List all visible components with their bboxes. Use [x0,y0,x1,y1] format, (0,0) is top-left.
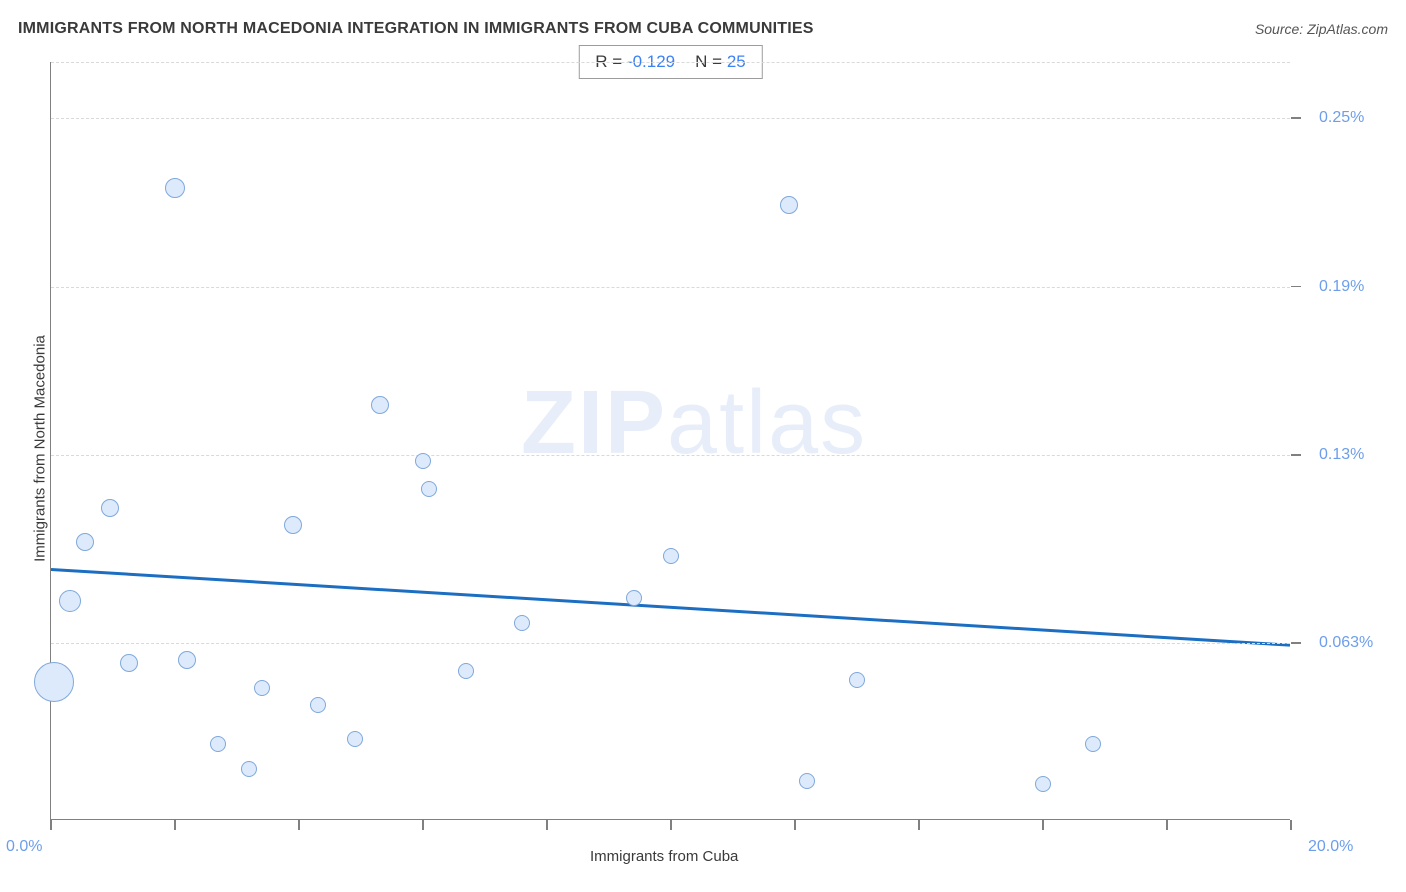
gridline [51,62,1290,63]
scatter-point [1085,736,1101,752]
x-tick [174,820,176,830]
y-tick [1291,642,1301,644]
scatter-point [421,481,437,497]
x-tick-label: 20.0% [1308,838,1353,856]
watermark-bold: ZIP [521,373,667,473]
regression-line-svg [51,62,1290,819]
scatter-point [347,731,363,747]
scatter-point [101,499,119,517]
scatter-point [663,548,679,564]
x-tick [50,820,52,830]
scatter-point [178,651,196,669]
scatter-point [371,396,389,414]
x-tick [1290,820,1292,830]
scatter-point [415,453,431,469]
scatter-point [514,615,530,631]
y-tick-label: 0.19% [1319,278,1364,296]
scatter-point [310,697,326,713]
y-tick [1291,286,1301,288]
watermark: ZIPatlas [521,372,867,475]
scatter-point [254,680,270,696]
chart-title: IMMIGRANTS FROM NORTH MACEDONIA INTEGRAT… [18,20,814,38]
scatter-point [120,654,138,672]
scatter-point [34,662,74,702]
scatter-point [1035,776,1051,792]
source-label: Source: ZipAtlas.com [1255,21,1388,37]
x-tick [670,820,672,830]
y-tick [1291,117,1301,119]
scatter-point [780,196,798,214]
x-tick [422,820,424,830]
y-axis-label: Immigrants from North Macedonia [32,319,49,579]
scatter-point [799,773,815,789]
scatter-point [458,663,474,679]
gridline [51,287,1290,288]
scatter-point [849,672,865,688]
x-axis-label: Immigrants from Cuba [590,848,738,865]
y-tick [1291,454,1301,456]
scatter-point [210,736,226,752]
gridline [51,455,1290,456]
x-tick [298,820,300,830]
y-tick-label: 0.13% [1319,446,1364,464]
x-tick [794,820,796,830]
regression-line [51,569,1290,645]
x-tick [1166,820,1168,830]
gridline [51,118,1290,119]
scatter-point [59,590,81,612]
y-tick-label: 0.25% [1319,109,1364,127]
scatter-point [76,533,94,551]
x-tick [918,820,920,830]
scatter-point [284,516,302,534]
y-tick-label: 0.063% [1319,634,1373,652]
scatter-point [165,178,185,198]
scatter-point [241,761,257,777]
watermark-light: atlas [667,373,867,473]
plot-area: ZIPatlas R = -0.129 N = 25 0.063%0.13%0.… [50,62,1290,820]
scatter-point [626,590,642,606]
gridline [51,643,1290,644]
x-tick-label: 0.0% [6,838,42,856]
x-tick [1042,820,1044,830]
x-tick [546,820,548,830]
